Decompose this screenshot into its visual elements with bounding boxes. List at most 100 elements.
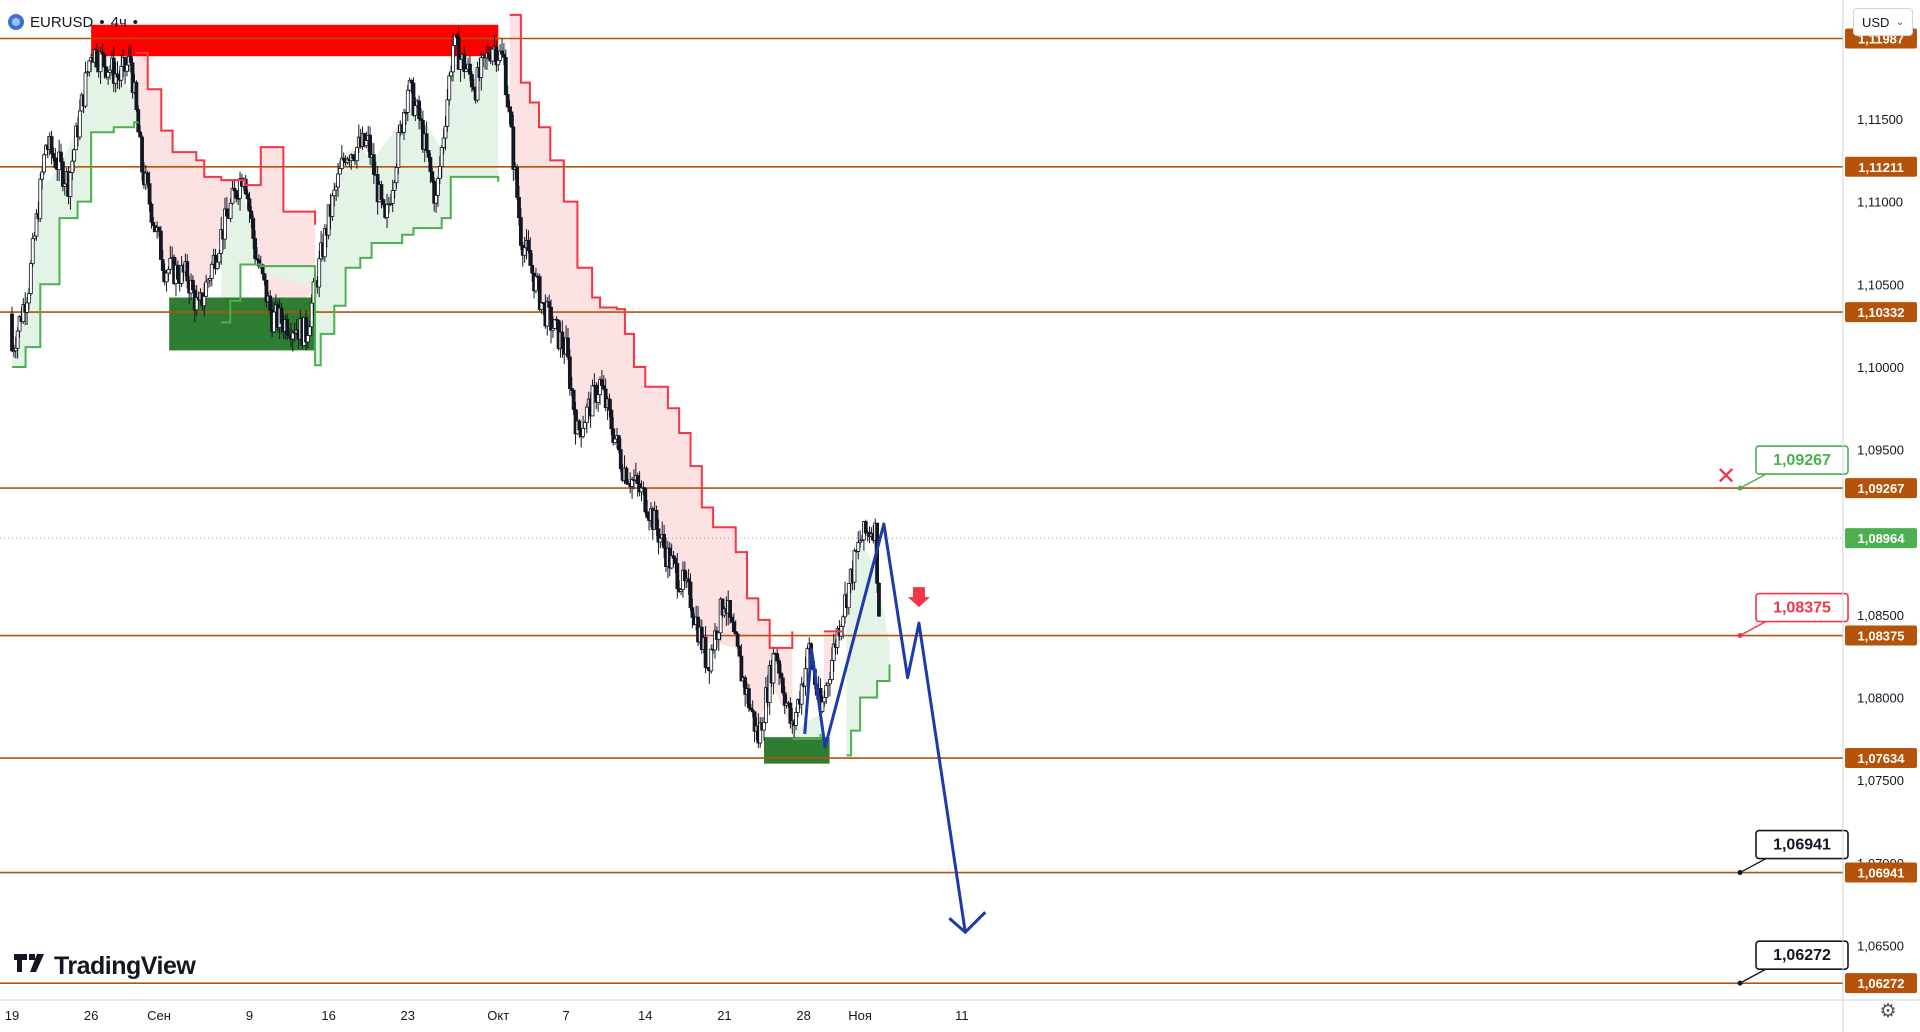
level-price-tag[interactable] (1845, 748, 1917, 769)
price-tick-label: 1,08000 (1857, 691, 1904, 706)
trail-fills (12, 14, 890, 756)
trail-fill-up (12, 49, 139, 367)
projection-arrowhead (948, 911, 987, 935)
x-axis-labels: 19 26 Сен 9 16 23 Окт 7 14 21 28 Ноя 11 (5, 1008, 969, 1023)
level-price-tag[interactable] (1845, 625, 1917, 646)
candle-body (140, 136, 144, 173)
candle-body (877, 582, 881, 617)
candle-body (49, 136, 54, 154)
candle-body (437, 166, 442, 179)
candle-body (673, 557, 678, 564)
candle-body (567, 356, 572, 389)
candle-body (731, 621, 736, 633)
candle-body (686, 578, 691, 583)
candle-body (675, 563, 680, 590)
candle-body (643, 488, 648, 513)
callout-box[interactable] (1755, 940, 1849, 970)
time-tick-label: 7 (562, 1008, 569, 1023)
callout-label: 1,06272 (1773, 947, 1831, 964)
candle-body (863, 521, 868, 534)
candle-body (436, 178, 440, 196)
candle-body (828, 679, 832, 685)
candle-body (228, 202, 233, 219)
tradingview-wordmark: TradingView (54, 952, 196, 980)
candle-body (549, 306, 553, 331)
level-price-tag-label: 1,06272 (1858, 976, 1905, 991)
level-price-tag[interactable] (1845, 302, 1917, 323)
candle-body (515, 166, 520, 198)
level-price-tag[interactable] (1845, 478, 1917, 499)
candle-body (204, 281, 209, 297)
trail-line-down (135, 51, 317, 225)
callout-box[interactable] (1755, 592, 1849, 623)
candle-body (447, 75, 452, 101)
candle-body (735, 633, 740, 647)
trail-line-up (792, 733, 822, 740)
time-tick-label: Ноя (848, 1008, 872, 1023)
candle-body (28, 263, 33, 294)
candle-body (688, 581, 693, 608)
candle-body (77, 110, 82, 138)
symbol-name[interactable]: EURUSD (30, 13, 94, 31)
candle-body (317, 258, 322, 288)
callout-label: 1,06941 (1773, 837, 1831, 854)
support-zone[interactable] (764, 737, 830, 764)
projection-line[interactable] (803, 522, 967, 933)
level-price-tag[interactable] (1845, 156, 1917, 177)
candle-body (716, 632, 721, 640)
candle-body (379, 184, 384, 200)
time-tick-label: 21 (717, 1008, 731, 1023)
chevron-down-icon: ⌄ (1895, 16, 1904, 28)
gear-icon[interactable]: ⚙ (1879, 1001, 1897, 1022)
price-tick-label: 1,06500 (1857, 938, 1904, 953)
candle-body (490, 48, 495, 62)
candle-body (87, 60, 92, 73)
tradingview-logo[interactable]: TradingView (14, 952, 196, 981)
candle-body (577, 420, 582, 431)
arrow-down-icon (907, 587, 930, 608)
candle-body (145, 172, 150, 184)
candle-body (479, 57, 484, 78)
callout-box[interactable] (1755, 445, 1849, 475)
candle-body (779, 672, 783, 679)
time-tick-label: 26 (84, 1008, 98, 1023)
candle-body (794, 712, 798, 726)
price-callouts: 1,09267 ✕ 1,08375 1,06941 1,06272 (907, 445, 1849, 986)
candle-body (645, 511, 650, 518)
candle-body (151, 221, 156, 227)
candle-body (728, 599, 732, 618)
current-price-tag[interactable] (1845, 528, 1917, 549)
candle-body (822, 697, 827, 703)
currency-selector[interactable]: USD ⌄ (1853, 8, 1913, 36)
candle-body (224, 208, 229, 217)
callout-box[interactable] (1755, 829, 1849, 860)
candle-body (471, 86, 476, 91)
candle-body (522, 247, 527, 256)
candle-body (616, 435, 621, 451)
level-price-tag-label: 1,08375 (1858, 629, 1905, 644)
candle-body (803, 668, 808, 687)
price-tick-label: 1,11000 (1857, 195, 1903, 210)
candle-body (115, 73, 120, 78)
level-price-tag-label: 1,10332 (1858, 305, 1905, 320)
timeframe-label[interactable]: 4ч (110, 13, 127, 31)
candle-body (609, 409, 614, 430)
candle-body (841, 616, 846, 627)
projection-path (803, 522, 987, 935)
chart-header[interactable]: EURUSD • 4ч • (8, 10, 138, 34)
level-price-tag[interactable] (1845, 973, 1917, 994)
candle-body (445, 99, 450, 127)
candle-body (709, 648, 714, 672)
y-axis-labels: 1,11500 1,11000 1,10500 1,10000 1,09500 1,085… (1845, 28, 1917, 994)
candle-body (428, 156, 433, 173)
candle-body (185, 261, 190, 282)
candle-body (368, 134, 372, 158)
candle-body (272, 311, 276, 333)
resistance-zone[interactable] (91, 24, 499, 57)
level-price-tag[interactable] (1845, 862, 1917, 883)
candle-body (351, 154, 356, 160)
candle-body (60, 161, 65, 187)
candle-body (424, 133, 429, 151)
candle-body (434, 195, 438, 204)
